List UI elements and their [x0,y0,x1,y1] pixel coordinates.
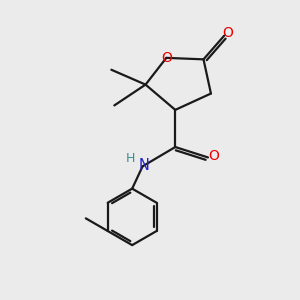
Text: O: O [208,149,219,163]
Text: N: N [139,158,149,173]
Text: O: O [161,51,172,65]
Text: H: H [126,152,135,164]
Text: O: O [222,26,233,40]
